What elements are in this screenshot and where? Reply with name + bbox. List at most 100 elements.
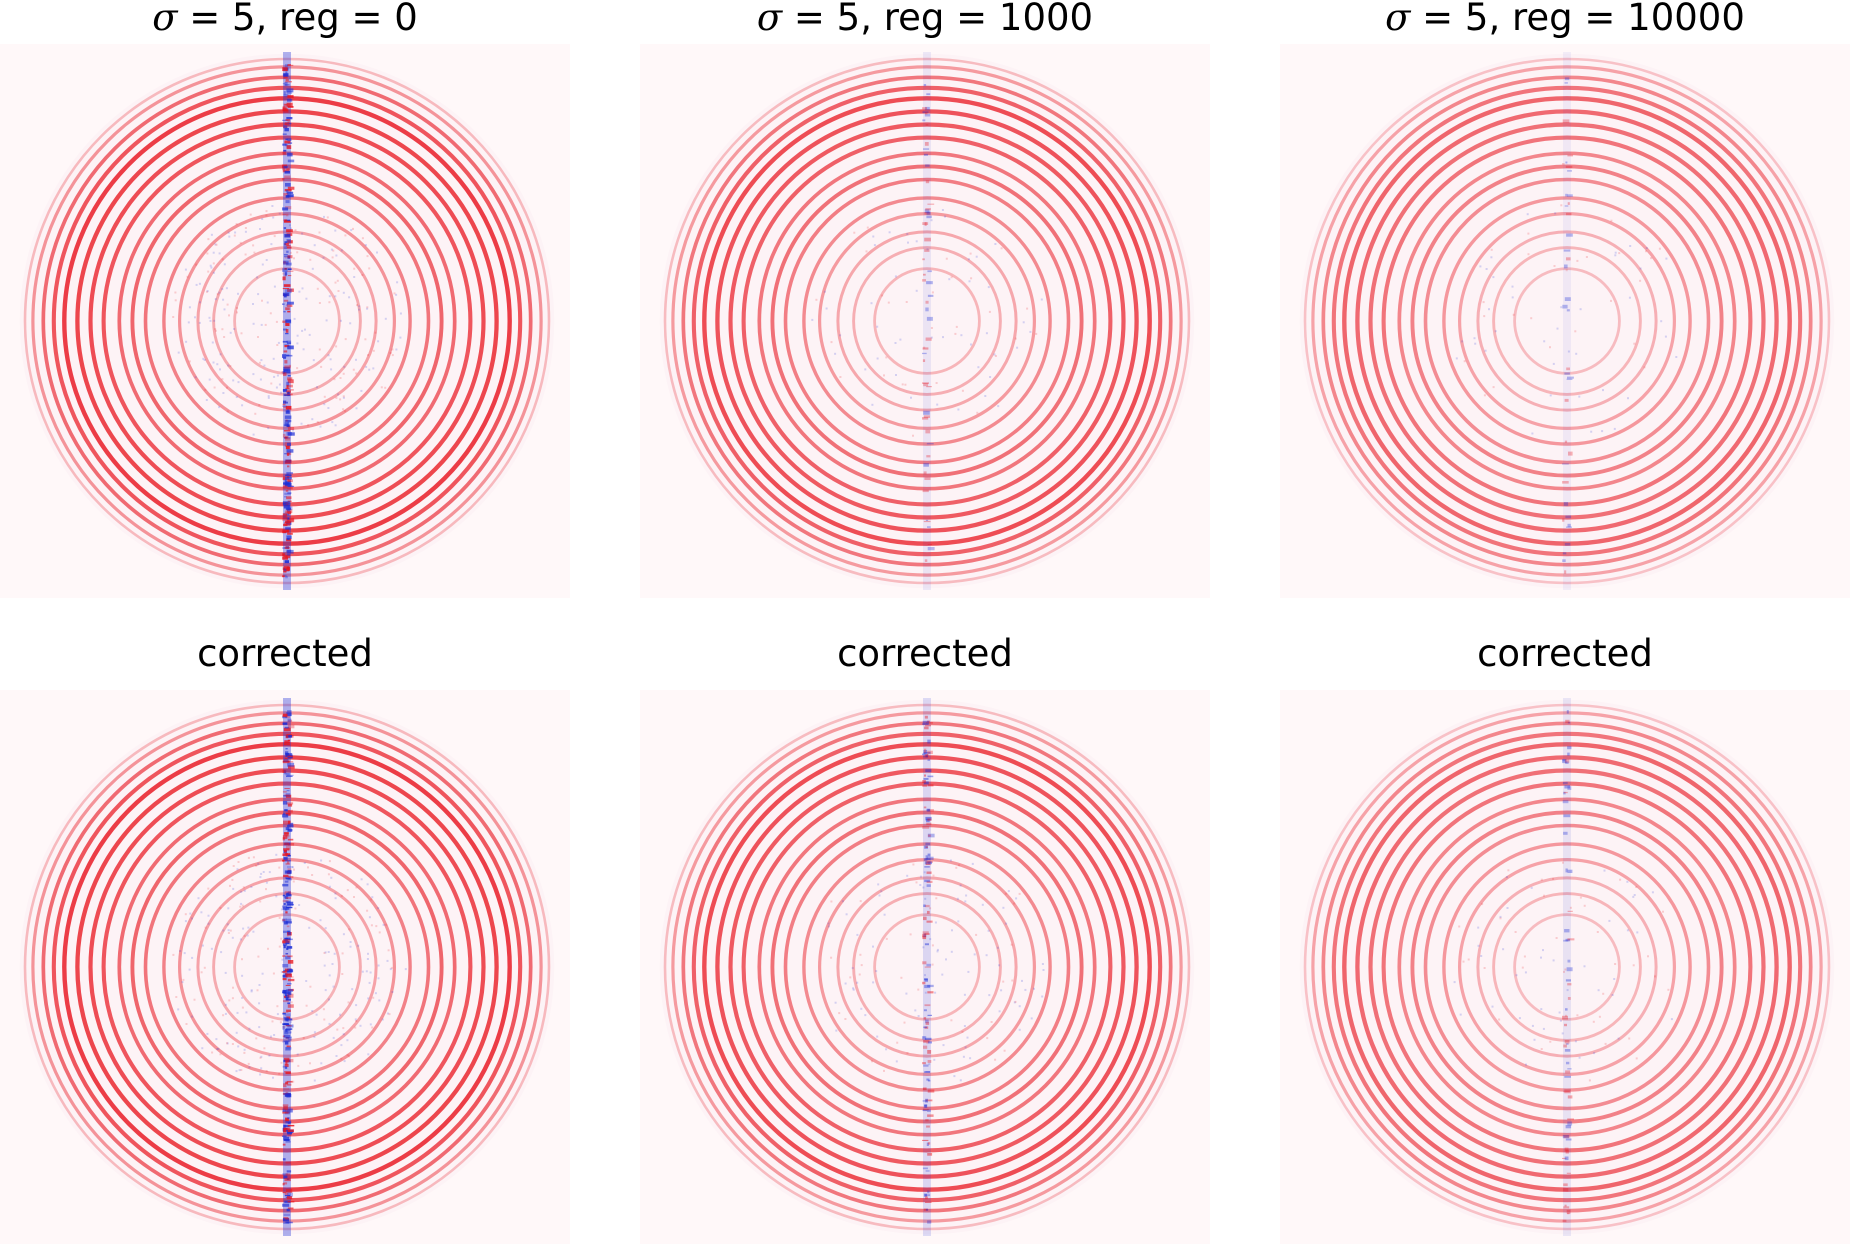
speckle: [280, 971, 283, 974]
speckle: [856, 933, 859, 936]
speckle: [928, 1063, 931, 1066]
speckle: [964, 900, 967, 903]
speckle: [337, 393, 340, 396]
stripe-noise: [927, 739, 931, 744]
stripe-noise: [287, 1002, 290, 1005]
stripe-noise: [285, 71, 288, 74]
speckle: [294, 907, 297, 910]
stripe-noise: [287, 824, 294, 828]
stripe-noise: [282, 918, 287, 923]
stripe-noise: [922, 111, 929, 114]
speckle: [312, 359, 315, 362]
speckle: [177, 351, 180, 354]
ring: [23, 703, 551, 1231]
stripe-noise: [285, 773, 290, 776]
speckle: [237, 292, 239, 295]
stripe-noise: [286, 340, 292, 343]
speckle: [248, 1066, 251, 1069]
stripe-noise: [925, 842, 931, 846]
stripe-noise: [287, 532, 293, 535]
stripe-noise: [925, 1099, 933, 1102]
speckle: [240, 332, 243, 335]
stripe-noise: [287, 120, 291, 124]
speckle: [361, 237, 364, 240]
speckle: [228, 999, 231, 1002]
panel-title: σ = 5, reg = 10000: [1280, 0, 1850, 40]
stripe-noise: [1567, 959, 1571, 963]
stripe-noise: [286, 496, 292, 500]
stripe-noise: [924, 861, 928, 865]
speckle: [263, 364, 266, 367]
speckle: [259, 876, 262, 879]
ring-pattern-svg: [0, 44, 570, 598]
stripe-noise: [287, 829, 293, 832]
stripe-noise: [922, 279, 926, 282]
stripe-noise: [286, 947, 289, 950]
speckle: [1639, 267, 1642, 270]
speckle: [366, 883, 369, 886]
speckle: [1041, 963, 1044, 965]
speckle: [267, 427, 270, 430]
speckle: [226, 386, 228, 389]
speckle: [331, 963, 334, 965]
stripe-noise: [283, 394, 291, 396]
speckle: [247, 1062, 250, 1065]
stripe-noise: [286, 452, 290, 456]
ring: [728, 122, 1126, 520]
speckle: [285, 954, 288, 956]
stripe-noise: [285, 445, 290, 450]
speckle: [189, 912, 192, 915]
ring: [1303, 57, 1831, 585]
speckle: [961, 1030, 964, 1033]
speckle: [372, 996, 375, 999]
stripe-noise: [284, 415, 292, 419]
stripe-noise: [282, 268, 288, 272]
speckle: [231, 936, 234, 939]
stripe-noise: [282, 288, 289, 290]
stripe-noise: [922, 258, 925, 261]
stripe-noise: [285, 753, 293, 756]
stripe-noise: [287, 1004, 294, 1008]
stripe-artifact: [1563, 52, 1571, 590]
ring: [1476, 876, 1658, 1058]
stripe-noise: [285, 333, 289, 335]
stripe-noise: [922, 784, 928, 787]
speckle: [273, 1034, 276, 1036]
speckle: [267, 395, 270, 398]
stripe-noise: [282, 791, 287, 793]
speckle: [901, 383, 904, 386]
speckle: [1515, 974, 1518, 977]
speckle: [257, 336, 259, 338]
speckle: [218, 252, 221, 255]
speckle: [1530, 317, 1533, 320]
speckle: [1506, 907, 1509, 909]
speckle: [860, 964, 863, 967]
speckle: [276, 1013, 279, 1016]
speckle: [364, 244, 367, 247]
ring-pattern-svg: [1280, 690, 1850, 1244]
speckle: [277, 341, 280, 344]
speckle: [924, 897, 927, 900]
speckle: [302, 348, 305, 351]
speckle: [1602, 389, 1604, 392]
stripe-noise: [285, 122, 290, 126]
speckle: [323, 215, 325, 218]
speckle: [334, 281, 337, 284]
stripe-noise: [283, 73, 289, 77]
speckle: [1018, 1005, 1021, 1008]
stripe-noise: [925, 725, 931, 727]
speckle: [239, 938, 242, 941]
speckle: [241, 904, 244, 907]
stripe-noise: [283, 193, 289, 196]
stripe-noise: [1562, 552, 1567, 555]
ring: [1458, 212, 1677, 431]
stripe-noise: [285, 735, 292, 738]
stripe-noise: [922, 931, 929, 935]
speckle: [1482, 301, 1485, 304]
stripe-noise: [927, 270, 932, 273]
speckle: [334, 897, 337, 900]
speckle: [267, 947, 269, 950]
stripe-noise: [286, 794, 292, 798]
speckle: [229, 331, 232, 334]
speckle: [368, 368, 371, 371]
